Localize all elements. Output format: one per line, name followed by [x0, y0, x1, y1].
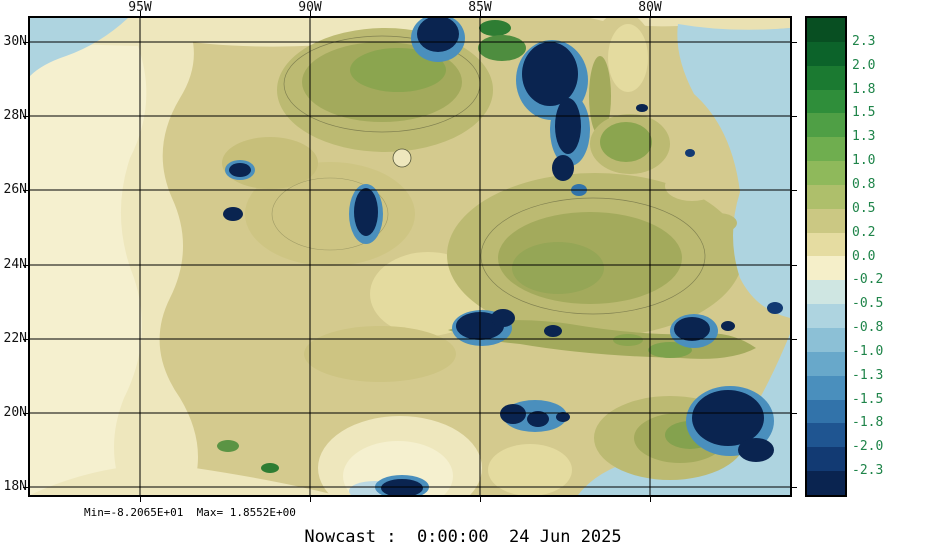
lon-tick-label: 95W	[128, 0, 152, 15]
colorbar-tick-label: -2.3	[852, 463, 884, 479]
colorbar-tick-label: 1.0	[852, 153, 876, 169]
colorbar-block	[807, 399, 845, 424]
colorbar-block	[807, 65, 845, 90]
lat-tick-label: 28N	[3, 108, 27, 123]
colorbar-tick-label: -2.0	[852, 439, 884, 455]
colorbar-block	[807, 113, 845, 138]
lat-tick-label: 24N	[3, 257, 27, 272]
lat-tick-label: 22N	[3, 331, 27, 346]
map-gridlines	[30, 18, 790, 495]
colorbar	[805, 16, 847, 497]
colorbar-block	[807, 232, 845, 257]
map-frame	[28, 16, 792, 497]
axis-tick	[792, 42, 797, 43]
colorbar-block	[807, 256, 845, 281]
colorbar-tick-label: 2.0	[852, 57, 876, 73]
colorbar-tick-label: -1.3	[852, 367, 884, 383]
axis-tick	[310, 497, 311, 502]
lon-tick-label: 80W	[638, 0, 662, 15]
colorbar-tick-label: 1.3	[852, 129, 876, 145]
colorbar-tick-label: -1.0	[852, 343, 884, 359]
colorbar-block	[807, 89, 845, 114]
colorbar-block	[807, 18, 845, 42]
axis-tick	[792, 487, 797, 488]
colorbar-tick-label: 0.8	[852, 176, 876, 192]
colorbar-tick-label: -0.8	[852, 320, 884, 336]
axis-tick	[650, 497, 651, 502]
colorbar-tick-label: 1.8	[852, 81, 876, 97]
colorbar-block	[807, 161, 845, 185]
colorbar-tick-label: 0.5	[852, 200, 876, 216]
colorbar-block	[807, 184, 845, 209]
axis-tick	[792, 413, 797, 414]
colorbar-block	[807, 447, 845, 472]
negative-anomaly-blobs	[223, 18, 783, 495]
colorbar-block	[807, 423, 845, 448]
colorbar-blocks	[807, 18, 845, 495]
colorbar-block	[807, 304, 845, 328]
colorbar-block	[807, 280, 845, 305]
colorbar-tick-label: -1.8	[852, 415, 884, 431]
lon-tick-label: 90W	[298, 0, 322, 15]
axis-tick	[792, 339, 797, 340]
colorbar-tick-label: 0.2	[852, 224, 876, 240]
lon-tick-label: 85W	[468, 0, 492, 15]
map-plot	[30, 18, 790, 495]
colorbar-block	[807, 137, 845, 162]
colorbar-block	[807, 351, 845, 376]
axis-tick	[792, 265, 797, 266]
lat-tick-label: 26N	[3, 182, 27, 197]
map-field	[30, 18, 790, 495]
colorbar-tick-label: 2.3	[852, 33, 876, 49]
axis-tick	[792, 116, 797, 117]
colorbar-tick-label: -1.5	[852, 391, 884, 407]
lat-tick-label: 20N	[3, 405, 27, 420]
lat-tick-label: 30N	[3, 34, 27, 49]
caption: Nowcast : 0:00:00 24 Jun 2025	[304, 527, 622, 547]
lat-tick-label: 18N	[3, 479, 27, 494]
colorbar-block	[807, 327, 845, 352]
colorbar-block	[807, 208, 845, 233]
minmax-text: Min=-8.2065E+01 Max= 1.8552E+00	[84, 506, 296, 519]
colorbar-block	[807, 41, 845, 66]
axis-tick	[792, 190, 797, 191]
colorbar-block	[807, 471, 845, 495]
axis-tick	[140, 497, 141, 502]
colorbar-tick-label: 0.0	[852, 248, 876, 264]
colorbar-block	[807, 375, 845, 400]
colorbar-tick-label: -0.2	[852, 272, 884, 288]
axis-tick	[480, 497, 481, 502]
colorbar-tick-label: 1.5	[852, 105, 876, 121]
colorbar-tick-label: -0.5	[852, 296, 884, 312]
